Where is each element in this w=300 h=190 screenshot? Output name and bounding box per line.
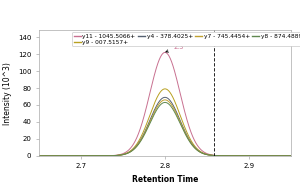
Text: 2.3: 2.3 bbox=[166, 44, 184, 52]
Y-axis label: Intensity (10^3): Intensity (10^3) bbox=[3, 62, 12, 124]
X-axis label: Retention Time: Retention Time bbox=[132, 175, 198, 184]
Legend: y11 - 1045.5066+, y9 - 007.5157+, y4 - 378.4025+, y7 - 745.4454+, y8 - 874.4889+: y11 - 1045.5066+, y9 - 007.5157+, y4 - 3… bbox=[72, 32, 300, 46]
